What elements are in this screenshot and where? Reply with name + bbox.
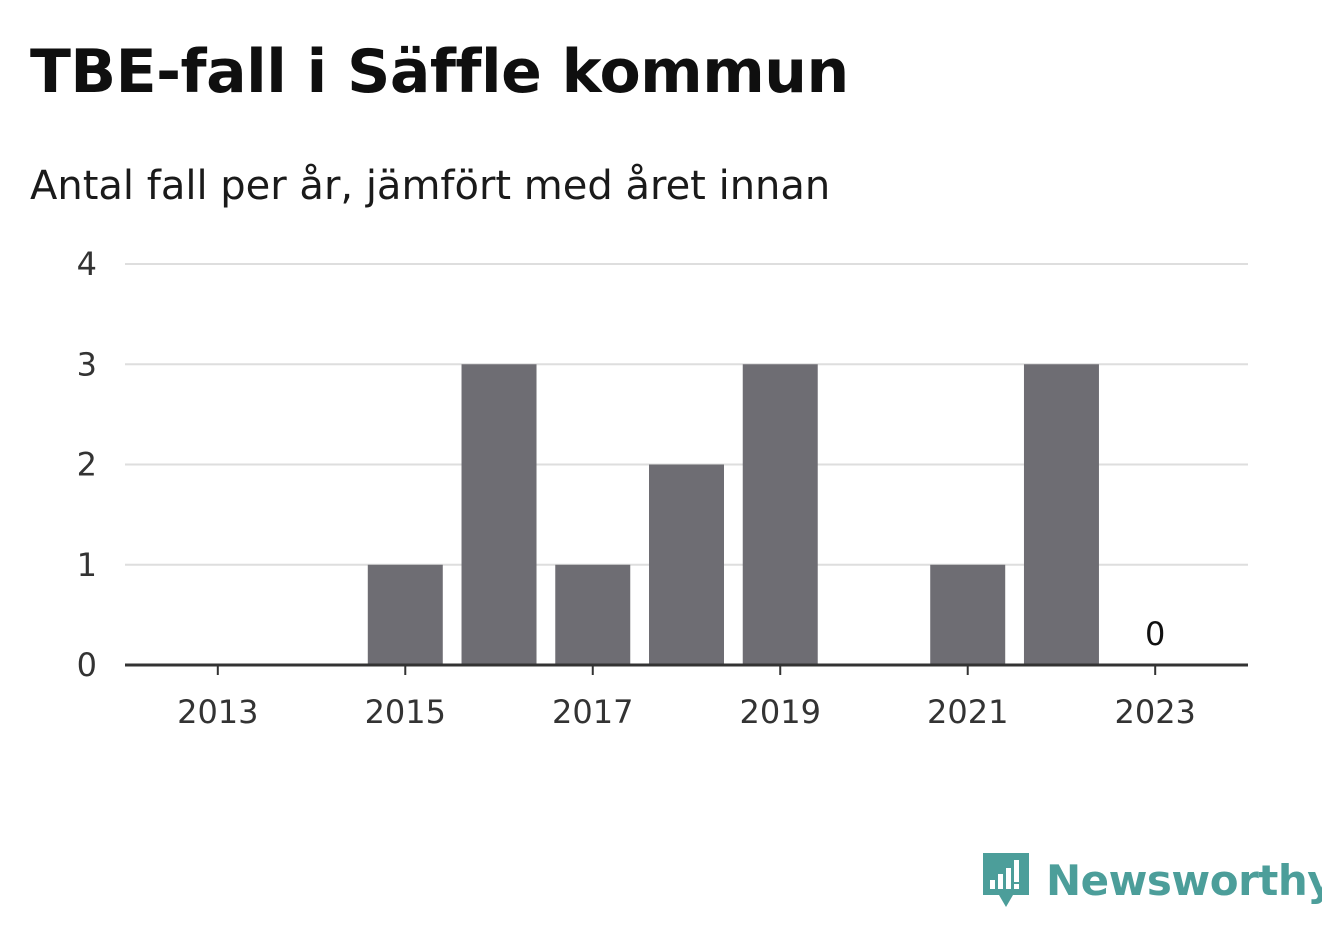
bar (461, 364, 537, 665)
bar (1023, 364, 1099, 665)
x-tick-label: 2015 (365, 693, 446, 731)
bar (367, 564, 443, 665)
x-tick-label: 2017 (552, 693, 633, 731)
x-tick-label: 2019 (740, 693, 821, 731)
x-tick-label: 2023 (1114, 693, 1195, 731)
bar (649, 464, 724, 665)
chart-subtitle: Antal fall per år, jämfört med året inna… (30, 163, 831, 209)
newsworthy-bar-chart-icon (983, 853, 1029, 907)
y-tick-label: 4 (77, 245, 97, 283)
brand-name: Newsworthy (1046, 855, 1322, 905)
y-tick-label: 1 (77, 546, 97, 584)
bar-chart: 0 1 2 3 4 2013 2015 2017 2019 2021 2023 0 (77, 245, 1248, 731)
y-tick-label: 0 (77, 646, 97, 684)
data-label: 0 (1145, 615, 1165, 653)
newsworthy-logo: Newsworthy (980, 848, 1322, 912)
y-tick-label: 3 (77, 345, 97, 383)
bar (742, 364, 818, 665)
chart-title: TBE-fall i Säffle kommun (30, 37, 849, 107)
x-tick-label: 2021 (927, 693, 1008, 731)
x-tick-label: 2013 (177, 693, 258, 731)
y-tick-label: 2 (77, 446, 97, 484)
bar (555, 564, 631, 665)
bar (930, 564, 1006, 665)
